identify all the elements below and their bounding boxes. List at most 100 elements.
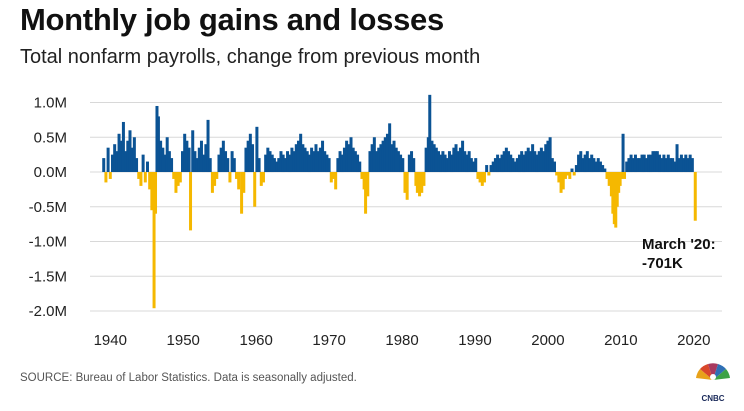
bar — [219, 147, 223, 172]
bar — [102, 158, 106, 172]
bar — [693, 172, 697, 221]
bar — [629, 154, 633, 173]
bar — [208, 158, 212, 172]
bar — [257, 158, 261, 172]
bar — [441, 151, 445, 172]
bar — [452, 147, 456, 172]
bar — [568, 172, 572, 179]
bar — [432, 144, 436, 172]
bar — [407, 154, 411, 173]
bar — [690, 158, 694, 172]
bar — [660, 158, 664, 172]
bar — [537, 151, 541, 172]
x-tick-label: 1990 — [458, 332, 491, 349]
y-tick-label: 0.0M — [34, 164, 67, 181]
bar — [181, 151, 184, 172]
x-tick-label: 1960 — [239, 332, 272, 349]
bar — [172, 172, 176, 179]
bar — [474, 158, 478, 172]
bar — [351, 147, 355, 172]
bar — [353, 151, 357, 172]
bar — [401, 158, 405, 172]
bar — [467, 151, 471, 172]
bar — [658, 154, 662, 173]
x-tick-label: 1950 — [167, 332, 200, 349]
bar — [323, 151, 327, 172]
bar — [623, 172, 627, 179]
bar — [621, 133, 625, 172]
bars — [102, 94, 697, 309]
bar — [275, 161, 279, 172]
bar — [106, 147, 110, 172]
bar — [450, 154, 454, 173]
bar — [507, 151, 511, 172]
bar — [228, 172, 232, 183]
bar — [195, 158, 199, 172]
bar — [682, 158, 686, 172]
annotation-line1: March '20: — [642, 236, 716, 253]
bar — [603, 168, 607, 172]
bar — [358, 161, 362, 172]
bar — [152, 172, 156, 309]
bar — [412, 158, 416, 172]
y-tick-label: -0.5M — [29, 199, 67, 216]
bar — [548, 137, 552, 172]
bar — [476, 172, 480, 179]
bar — [539, 147, 543, 172]
bar — [666, 154, 670, 173]
bar — [370, 144, 374, 172]
bar — [266, 147, 270, 172]
bar — [316, 151, 320, 172]
bar — [524, 151, 528, 172]
bar — [334, 172, 338, 190]
bar — [240, 172, 244, 214]
chart-title: Monthly job gains and losses — [20, 2, 444, 37]
bar — [520, 151, 524, 172]
y-tick-label: -1.5M — [29, 268, 67, 285]
bar — [500, 154, 504, 173]
bar — [482, 172, 486, 183]
bar — [528, 151, 532, 172]
bar — [255, 126, 259, 172]
bar — [526, 147, 530, 172]
bar — [585, 151, 589, 172]
bar — [141, 154, 145, 173]
bar — [422, 172, 426, 186]
bar — [312, 151, 316, 172]
bar — [210, 172, 214, 193]
bar — [480, 172, 484, 186]
bar — [570, 168, 574, 172]
bar — [242, 172, 246, 193]
bar — [342, 147, 346, 172]
source-note: SOURCE: Bureau of Labor Statistics. Data… — [20, 372, 357, 384]
bar — [546, 140, 550, 172]
bar — [126, 140, 130, 172]
bar — [430, 140, 434, 172]
bar — [638, 158, 642, 172]
bar — [364, 172, 368, 214]
bar — [671, 158, 675, 172]
bar — [191, 130, 195, 172]
bar — [592, 158, 596, 172]
bar — [420, 172, 424, 193]
bar — [381, 140, 385, 172]
bar — [596, 158, 600, 172]
bar — [640, 154, 644, 173]
bar — [331, 172, 335, 179]
bar — [244, 147, 248, 172]
bar — [561, 172, 565, 190]
bar — [437, 151, 441, 172]
bar — [170, 158, 174, 172]
bar — [434, 147, 438, 172]
bar — [119, 140, 123, 172]
bar — [620, 172, 624, 179]
y-tick-label: -1.0M — [29, 234, 67, 251]
bar — [415, 172, 419, 193]
bar — [292, 151, 296, 172]
bar — [679, 154, 683, 173]
bar — [631, 158, 635, 172]
bar — [531, 144, 535, 172]
bar — [454, 144, 458, 172]
bar — [542, 151, 546, 172]
bar — [574, 165, 578, 172]
